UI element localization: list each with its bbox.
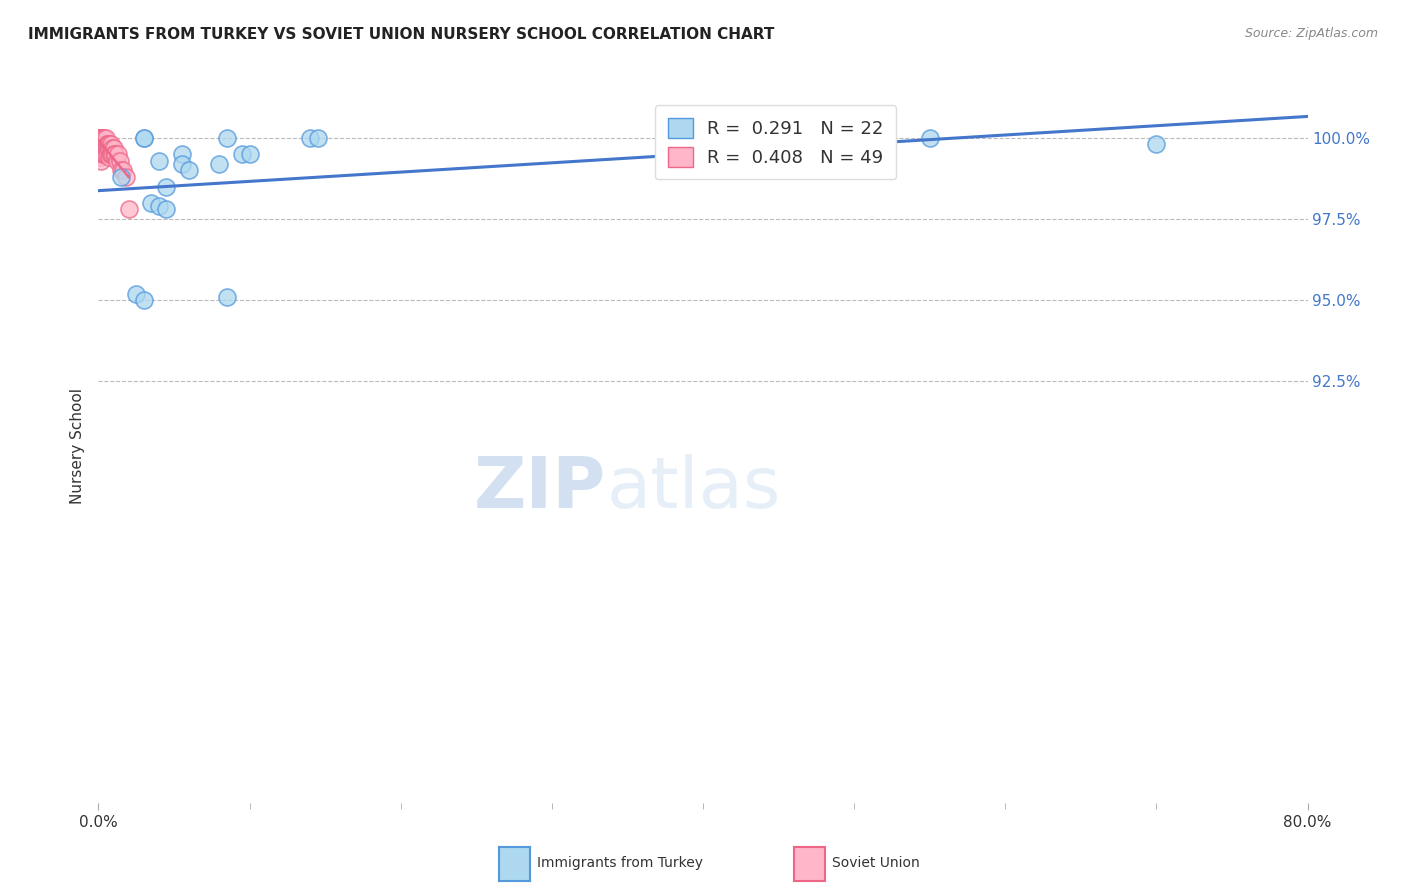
Point: [107, 147, 129, 161]
Point: [93, 144, 115, 158]
Point: [98, 137, 121, 152]
Point: [91, 137, 114, 152]
Point: [98, 144, 121, 158]
Point: [90, 150, 112, 164]
Text: IMMIGRANTS FROM TURKEY VS SOVIET UNION NURSERY SCHOOL CORRELATION CHART: IMMIGRANTS FROM TURKEY VS SOVIET UNION N…: [28, 27, 775, 42]
Point: [108, 153, 131, 168]
Point: [94, 140, 117, 154]
Y-axis label: Nursery School: Nursery School: [70, 388, 86, 504]
Point: [114, 169, 136, 184]
Point: [93, 147, 115, 161]
Point: [90, 137, 112, 152]
Point: [918, 131, 941, 145]
Point: [110, 163, 132, 178]
Legend: R =  0.291   N = 22, R =  0.408   N = 49: R = 0.291 N = 22, R = 0.408 N = 49: [655, 105, 896, 179]
Point: [97, 137, 120, 152]
Text: Source: ZipAtlas.com: Source: ZipAtlas.com: [1244, 27, 1378, 40]
Point: [179, 163, 201, 178]
Point: [215, 290, 238, 304]
Point: [89, 147, 111, 161]
Point: [89, 131, 111, 145]
Point: [148, 153, 170, 168]
Point: [89, 131, 111, 145]
Point: [231, 147, 253, 161]
Text: ZIP: ZIP: [474, 454, 606, 524]
Point: [94, 137, 117, 152]
Text: Soviet Union: Soviet Union: [832, 855, 920, 870]
Point: [105, 153, 128, 168]
Point: [93, 137, 115, 152]
Point: [1146, 137, 1168, 152]
Point: [90, 153, 112, 168]
Point: [170, 147, 193, 161]
Point: [96, 140, 118, 154]
Point: [118, 202, 141, 217]
Point: [307, 131, 329, 145]
Point: [111, 163, 134, 178]
Point: [215, 131, 238, 145]
Point: [93, 140, 115, 154]
Point: [96, 147, 118, 161]
Text: Immigrants from Turkey: Immigrants from Turkey: [537, 855, 703, 870]
Point: [90, 137, 112, 152]
Point: [125, 286, 148, 301]
Point: [89, 137, 111, 152]
Text: atlas: atlas: [606, 454, 780, 524]
Point: [98, 150, 121, 164]
Point: [132, 131, 155, 145]
Point: [94, 147, 117, 161]
Point: [90, 144, 112, 158]
Point: [98, 147, 121, 161]
Point: [90, 131, 112, 145]
Point: [93, 131, 115, 145]
Point: [155, 202, 177, 217]
Point: [208, 157, 231, 171]
Point: [141, 195, 163, 210]
Point: [132, 293, 155, 307]
Point: [100, 147, 122, 161]
Point: [132, 131, 155, 145]
Point: [104, 147, 127, 161]
Point: [155, 179, 177, 194]
Point: [91, 137, 114, 152]
Point: [90, 144, 112, 158]
Point: [103, 140, 125, 154]
Point: [89, 140, 111, 154]
Point: [101, 140, 124, 154]
Point: [96, 137, 118, 152]
Point: [91, 147, 114, 161]
Point: [94, 131, 117, 145]
Point: [90, 147, 112, 161]
Point: [299, 131, 322, 145]
Point: [100, 137, 122, 152]
Point: [91, 131, 114, 145]
Point: [170, 157, 193, 171]
Point: [148, 199, 170, 213]
Point: [101, 147, 124, 161]
Point: [90, 131, 112, 145]
Point: [239, 147, 262, 161]
Point: [103, 147, 125, 161]
Point: [110, 169, 132, 184]
